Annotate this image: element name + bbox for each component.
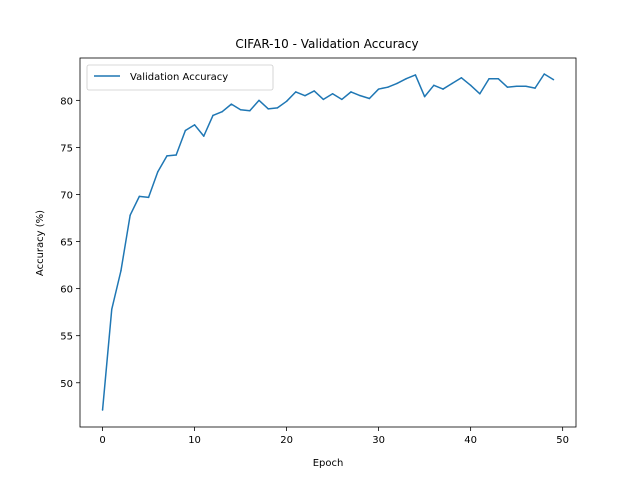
data-point (451, 82, 453, 85)
data-point (506, 86, 509, 88)
data-point (138, 195, 141, 198)
y-tick-label: 60 (60, 285, 73, 296)
legend-label: Validation Accuracy (130, 72, 228, 83)
data-point (442, 88, 444, 90)
data-point (249, 109, 251, 112)
data-point (350, 91, 352, 93)
data-point (157, 171, 159, 173)
y-tick-label: 50 (60, 379, 73, 390)
data-point (359, 94, 361, 97)
data-point (129, 214, 131, 216)
y-tick-label: 55 (60, 332, 73, 343)
data-point (304, 94, 306, 97)
data-point (203, 135, 205, 137)
data-point (313, 90, 315, 92)
data-point (552, 78, 555, 81)
data-point (525, 85, 527, 87)
x-tick-label: 40 (464, 435, 477, 446)
data-point (377, 88, 380, 90)
data-point (239, 109, 242, 111)
data-point (387, 86, 389, 88)
data-point (230, 103, 233, 105)
data-point (322, 98, 325, 101)
legend: Validation Accuracy (86, 64, 274, 91)
data-point (368, 97, 371, 100)
x-tick-label: 30 (372, 435, 385, 446)
data-point (405, 77, 407, 80)
x-tick-label: 50 (556, 435, 569, 446)
data-point (110, 308, 113, 311)
axes-frame (79, 57, 577, 428)
data-point (166, 155, 168, 157)
legend-box (86, 64, 274, 91)
data-point (175, 154, 177, 156)
chart-title: CIFAR-10 - Validation Accuracy (235, 37, 418, 51)
y-tick-label: 75 (60, 143, 73, 154)
data-point (534, 87, 536, 89)
x-tick-label: 10 (188, 435, 201, 446)
y-tick-label: 70 (60, 190, 73, 201)
data-point (488, 77, 490, 80)
data-point (276, 107, 279, 109)
data-point (341, 98, 343, 101)
data-point (193, 124, 196, 126)
data-point (285, 100, 288, 103)
data-point (212, 114, 214, 117)
data-point (295, 91, 297, 93)
y-axis-label: Accuracy (%) (35, 210, 46, 276)
data-point (120, 269, 122, 272)
data-point (543, 73, 546, 75)
plot-area: 0 10 20 30 40 50 50 55 60 65 70 75 80 (60, 73, 569, 446)
data-point (497, 77, 499, 80)
data-point (147, 196, 150, 199)
data-point (221, 110, 223, 113)
y-tick-label: 80 (60, 96, 73, 107)
data-point (469, 84, 472, 87)
x-axis-label: Epoch (313, 458, 344, 469)
data-point (267, 108, 269, 110)
data-point (184, 129, 187, 132)
y-tick-label: 65 (60, 238, 73, 249)
data-point (460, 77, 463, 79)
data-point (414, 74, 417, 76)
data-point (331, 93, 334, 95)
data-point (479, 93, 481, 95)
data-point (396, 82, 398, 85)
x-tick-label: 0 (99, 435, 105, 446)
data-point (101, 409, 104, 411)
data-point (433, 84, 435, 87)
data-point (423, 95, 426, 98)
data-point (258, 99, 260, 102)
data-point (515, 85, 518, 87)
series-line-validation-accuracy (101, 73, 554, 411)
x-tick-label: 20 (280, 435, 293, 446)
